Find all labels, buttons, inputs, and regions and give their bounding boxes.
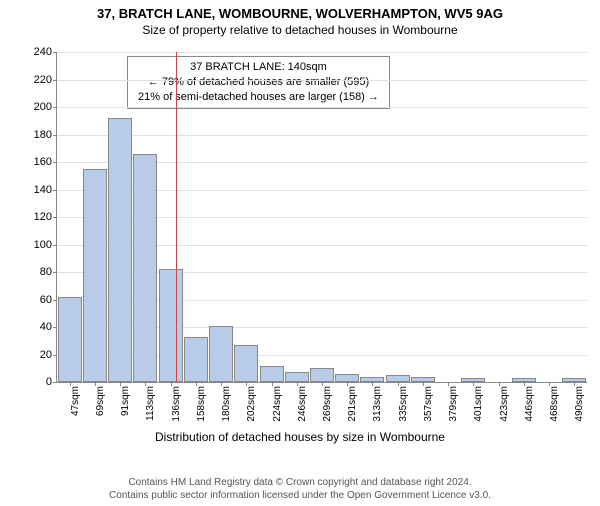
- bar: [209, 326, 233, 382]
- bar: [184, 337, 208, 382]
- y-tick-label: 220: [34, 74, 52, 86]
- x-tick-mark: [145, 382, 146, 386]
- x-tick-mark: [448, 382, 449, 386]
- footer: Contains HM Land Registry data © Crown c…: [0, 477, 600, 502]
- annotation-line: 21% of semi-detached houses are larger (…: [138, 90, 379, 105]
- bar: [285, 372, 309, 382]
- y-tick-label: 160: [34, 156, 52, 168]
- y-tick-label: 240: [34, 46, 52, 58]
- x-tick-mark: [272, 382, 273, 386]
- y-tick-mark: [53, 217, 57, 218]
- y-tick-mark: [53, 245, 57, 246]
- x-tick-mark: [372, 382, 373, 386]
- x-tick-label: 136sqm: [171, 386, 182, 422]
- y-tick-mark: [53, 190, 57, 191]
- y-tick-mark: [53, 327, 57, 328]
- y-tick-label: 200: [34, 101, 52, 113]
- y-tick-mark: [53, 135, 57, 136]
- x-tick-label: 180sqm: [221, 386, 232, 422]
- y-tick-label: 0: [46, 376, 52, 388]
- x-tick-mark: [473, 382, 474, 386]
- bar: [386, 375, 410, 382]
- x-tick-label: 401sqm: [473, 386, 484, 422]
- gridline: [57, 135, 587, 136]
- y-tick-mark: [53, 300, 57, 301]
- plot-area: 37 BRATCH LANE: 140sqm ← 79% of detached…: [56, 52, 587, 383]
- x-tick-mark: [524, 382, 525, 386]
- bar: [310, 368, 334, 382]
- reference-line: [176, 52, 177, 382]
- x-tick-label: 423sqm: [499, 386, 510, 422]
- y-tick-mark: [53, 80, 57, 81]
- page-title: 37, BRATCH LANE, WOMBOURNE, WOLVERHAMPTO…: [0, 6, 600, 21]
- x-axis-label: Distribution of detached houses by size …: [0, 430, 600, 444]
- y-tick-label: 120: [34, 211, 52, 223]
- y-tick-mark: [53, 272, 57, 273]
- x-tick-mark: [221, 382, 222, 386]
- x-tick-mark: [297, 382, 298, 386]
- x-tick-label: 379sqm: [448, 386, 459, 422]
- footer-line: Contains public sector information licen…: [0, 490, 600, 503]
- x-tick-mark: [549, 382, 550, 386]
- x-tick-mark: [171, 382, 172, 386]
- x-tick-mark: [322, 382, 323, 386]
- bar: [234, 345, 258, 382]
- x-tick-label: 357sqm: [423, 386, 434, 422]
- x-tick-label: 91sqm: [120, 386, 131, 416]
- y-tick-mark: [53, 162, 57, 163]
- x-tick-label: 490sqm: [574, 386, 585, 422]
- x-tick-mark: [246, 382, 247, 386]
- bar: [58, 297, 82, 382]
- x-tick-label: 224sqm: [272, 386, 283, 422]
- x-tick-label: 446sqm: [524, 386, 535, 422]
- gridline: [57, 80, 587, 81]
- y-tick-label: 40: [40, 321, 52, 333]
- x-tick-label: 291sqm: [347, 386, 358, 422]
- bar: [260, 366, 284, 383]
- bar: [83, 169, 107, 382]
- x-tick-mark: [574, 382, 575, 386]
- x-tick-mark: [196, 382, 197, 386]
- x-tick-label: 313sqm: [372, 386, 383, 422]
- annotation-line: 37 BRATCH LANE: 140sqm: [138, 60, 379, 75]
- x-tick-mark: [423, 382, 424, 386]
- y-tick-label: 140: [34, 184, 52, 196]
- gridline: [57, 107, 587, 108]
- x-tick-label: 113sqm: [145, 386, 156, 421]
- x-tick-label: 47sqm: [70, 386, 81, 416]
- x-tick-mark: [95, 382, 96, 386]
- x-tick-mark: [70, 382, 71, 386]
- y-tick-label: 80: [40, 266, 52, 278]
- bar: [335, 374, 359, 382]
- bar: [108, 118, 132, 382]
- x-tick-mark: [398, 382, 399, 386]
- x-tick-label: 158sqm: [196, 386, 207, 422]
- y-tick-label: 60: [40, 294, 52, 306]
- x-tick-mark: [347, 382, 348, 386]
- y-tick-mark: [53, 355, 57, 356]
- gridline: [57, 52, 587, 53]
- y-tick-label: 180: [34, 129, 52, 141]
- page-subtitle: Size of property relative to detached ho…: [0, 23, 600, 37]
- footer-line: Contains HM Land Registry data © Crown c…: [0, 477, 600, 490]
- y-tick-label: 20: [40, 349, 52, 361]
- x-tick-label: 69sqm: [95, 386, 106, 416]
- x-tick-mark: [499, 382, 500, 386]
- x-tick-mark: [120, 382, 121, 386]
- annotation-line: ← 79% of detached houses are smaller (59…: [138, 75, 379, 90]
- annotation-box: 37 BRATCH LANE: 140sqm ← 79% of detached…: [127, 56, 390, 109]
- x-tick-label: 335sqm: [398, 386, 409, 422]
- y-tick-mark: [53, 382, 57, 383]
- x-tick-label: 468sqm: [549, 386, 560, 422]
- bar: [159, 269, 183, 382]
- chart-container: Number of detached properties 37 BRATCH …: [0, 46, 600, 446]
- y-tick-mark: [53, 107, 57, 108]
- x-tick-label: 269sqm: [322, 386, 333, 422]
- y-tick-mark: [53, 52, 57, 53]
- y-tick-label: 100: [34, 239, 52, 251]
- bar: [133, 154, 157, 382]
- x-tick-label: 246sqm: [297, 386, 308, 422]
- x-tick-label: 202sqm: [246, 386, 257, 422]
